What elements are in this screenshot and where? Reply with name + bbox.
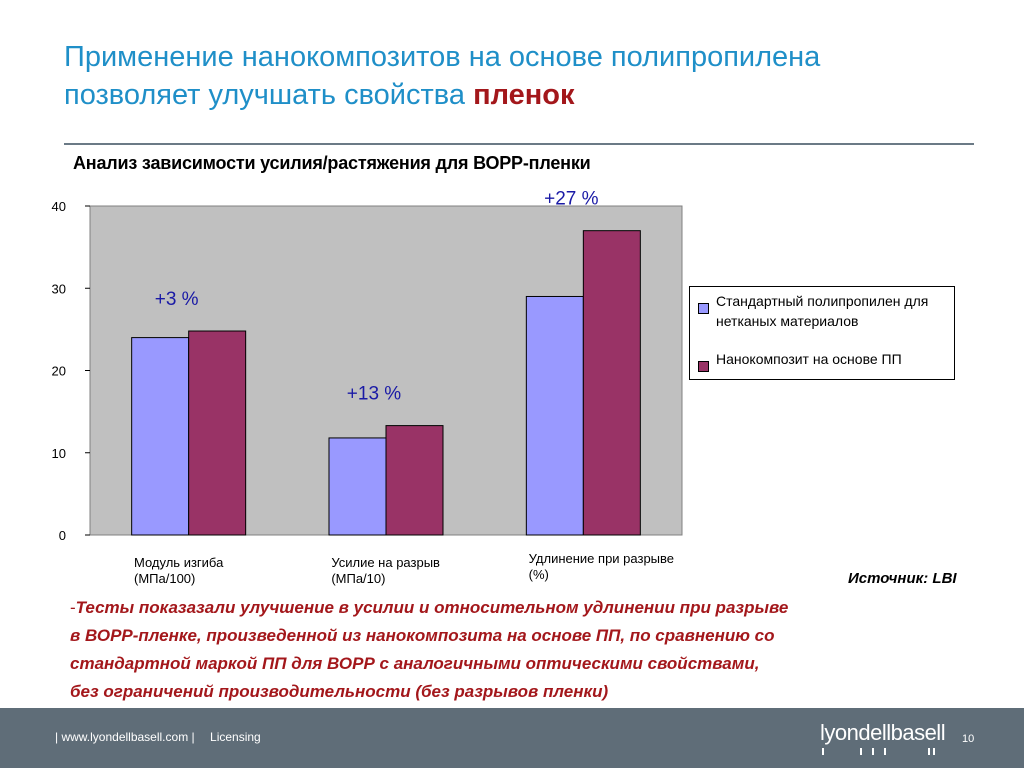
footer-separator: | bbox=[55, 730, 59, 744]
bar-standard-pp bbox=[525, 295, 584, 536]
y-tick-label: 20 bbox=[52, 364, 66, 379]
footer-separator: | bbox=[191, 730, 195, 744]
x-category-label: (МПа/100) bbox=[134, 571, 195, 586]
source-label: Источник: LBI bbox=[848, 570, 957, 587]
x-category-label: Модуль изгиба bbox=[134, 555, 224, 570]
legend-item-standard-pp: Стандартный полипропилен для нетканых ма… bbox=[698, 291, 952, 331]
note-line-1: -Тесты показазали улучшение в усилии и о… bbox=[70, 594, 870, 622]
legend-item-nanocomposite: Нанокомпозит на основе ПП bbox=[698, 349, 952, 372]
delta-annotation: +27 % bbox=[544, 189, 599, 210]
note-line-2: в ВОРР-пленке, произведенной из нанокомп… bbox=[70, 626, 775, 645]
legend-label-standard-pp: Стандартный полипропилен для нетканых ма… bbox=[716, 293, 929, 329]
conclusion-note: -Тесты показазали улучшение в усилии и о… bbox=[70, 594, 870, 706]
bar-chart: 0 10 20 30 40 Модуль изгиба(МПа/100) +3 % Усили… bbox=[52, 189, 683, 586]
bar-standard-pp bbox=[328, 437, 387, 536]
x-category-label: Усилие на разрыв bbox=[331, 555, 440, 570]
y-tick-label: 10 bbox=[52, 446, 66, 461]
title-accent: пленок bbox=[473, 79, 575, 111]
licensing-link[interactable]: Licensing bbox=[210, 730, 261, 744]
company-logo: lyondellbasell bbox=[820, 720, 946, 755]
note-line-4: без ограничений производительности (без … bbox=[70, 682, 609, 701]
page-number: 10 bbox=[962, 733, 975, 745]
note-line-3: стандартной маркой ПП для ВОРР с аналоги… bbox=[70, 654, 760, 673]
y-tick-label: 0 bbox=[59, 528, 66, 543]
footer-bar: | www.lyondellbasell.com | Licensing lyo… bbox=[0, 708, 1024, 768]
title-line-2: позволяет улучшать свойства bbox=[64, 79, 466, 111]
website-link[interactable]: www.lyondellbasell.com bbox=[61, 730, 189, 744]
bar-nanocomposite bbox=[582, 230, 641, 536]
chart-legend: Стандартный полипропилен для нетканых ма… bbox=[689, 286, 955, 380]
x-category-label: (МПа/10) bbox=[331, 571, 385, 586]
legend-swatch-nanocomposite bbox=[698, 361, 709, 372]
company-logo-text: lyondellbasell bbox=[820, 720, 946, 745]
x-category-label: (%) bbox=[529, 567, 549, 582]
y-tick-label: 40 bbox=[52, 199, 66, 214]
logo-ticks-icon bbox=[822, 748, 935, 755]
y-tick-label: 30 bbox=[52, 281, 66, 296]
bar-nanocomposite bbox=[385, 425, 444, 536]
slide-title: Применение нанокомпозитов на основе поли… bbox=[64, 38, 984, 114]
x-category-label: Удлинение при разрыве bbox=[529, 551, 674, 566]
title-divider bbox=[64, 143, 974, 145]
note-dash: - bbox=[70, 598, 76, 617]
note-text-1: Тесты показазали улучшение в усилии и от… bbox=[75, 598, 789, 617]
footer-links: | www.lyondellbasell.com | Licensing bbox=[55, 730, 261, 744]
delta-annotation: +3 % bbox=[155, 289, 199, 310]
chart-title: Анализ зависимости усилия/растяжения для… bbox=[73, 153, 591, 173]
legend-swatch-standard-pp bbox=[698, 303, 709, 314]
legend-label-nanocomposite: Нанокомпозит на основе ПП bbox=[716, 351, 902, 367]
delta-annotation: +13 % bbox=[347, 384, 402, 405]
title-line-1: Применение нанокомпозитов на основе поли… bbox=[64, 41, 821, 73]
bar-nanocomposite bbox=[188, 330, 247, 536]
bar-standard-pp bbox=[131, 337, 190, 536]
